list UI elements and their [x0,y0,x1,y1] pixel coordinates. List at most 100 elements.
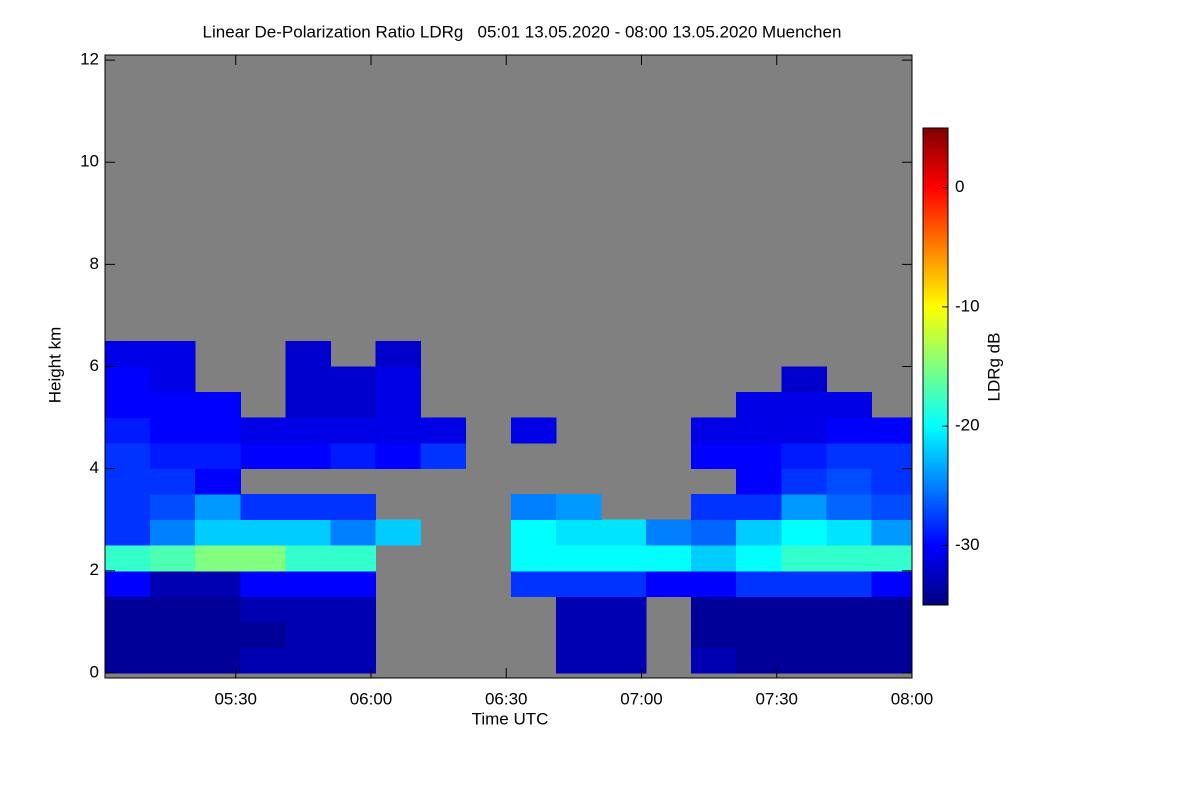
heatmap-cell [105,340,151,367]
heatmap-cell [105,647,151,674]
heatmap-cell [150,519,196,546]
heatmap-cell [105,621,151,648]
x-tick-label: 07:30 [755,689,798,708]
heatmap-cell [150,443,196,470]
heatmap-cell [691,443,737,470]
colorbar-tick-label: 0 [955,177,964,196]
heatmap-cell [330,596,377,623]
heatmap-cell [691,570,737,597]
heatmap-cell [150,545,196,572]
heatmap-cell [510,417,557,444]
heatmap-cell [691,621,737,648]
heatmap-cell [691,494,737,521]
heatmap-cell [600,647,647,674]
heatmap-cell [781,417,827,444]
heatmap-cell [285,596,331,623]
heatmap-cell [555,621,602,648]
heatmap-cell [330,647,377,674]
heatmap-cell [105,366,151,393]
heatmap-cell [555,647,602,674]
heatmap-cell [240,570,286,597]
heatmap-cell [330,621,377,648]
heatmap-cell [330,417,377,444]
heatmap-cell [285,443,331,470]
colorbar-tick-label: -20 [955,416,980,435]
heatmap-cell [781,519,827,546]
heatmap-cell [150,340,196,367]
heatmap-cell [736,621,782,648]
heatmap-cell [781,443,827,470]
y-tick-label: 12 [80,50,99,69]
heatmap-cell [240,519,286,546]
heatmap-cell [736,647,782,674]
heatmap-cell [691,519,737,546]
heatmap-cell [510,494,557,521]
heatmap-cell [195,392,241,419]
heatmap-cell [150,366,196,393]
heatmap-cell [781,366,827,393]
heatmap-cell [555,570,602,597]
heatmap-cell [330,519,377,546]
heatmap-cell [826,443,872,470]
heatmap-cell [150,647,196,674]
heatmap-cell [510,570,557,597]
heatmap-cell [195,596,241,623]
heatmap-cell [150,596,196,623]
heatmap-cell [105,443,151,470]
heatmap-cell [510,519,557,546]
heatmap-cell [871,417,913,444]
heatmap-cell [781,545,827,572]
heatmap-cell [285,545,331,572]
heatmap-cell [285,647,331,674]
heatmap-cell [195,621,241,648]
heatmap-cell [736,468,782,495]
heatmap-cell [105,392,151,419]
heatmap-cell [600,621,647,648]
colorbar [922,127,949,606]
heatmap-cell [420,417,467,444]
heatmap-cell [826,468,872,495]
heatmap-cell [285,494,331,521]
x-tick-label: 06:00 [350,689,393,708]
heatmap-cell [871,519,913,546]
heatmap-cell [105,468,151,495]
heatmap-cell [871,570,913,597]
heatmap-cell [240,545,286,572]
heatmap-cell [826,647,872,674]
heatmap-cell [600,596,647,623]
heatmap-cell [420,443,467,470]
heatmap-cell [736,519,782,546]
x-axis-label: Time UTC [472,709,549,728]
x-tick-label: 07:00 [620,689,663,708]
heatmap-cell [871,545,913,572]
x-tick-label: 06:30 [485,689,528,708]
heatmap-cell [646,545,692,572]
heatmap-cell [285,621,331,648]
heatmap-cell [691,596,737,623]
heatmap-cell [240,494,286,521]
heatmap-cell [105,519,151,546]
heatmap-cell [285,392,331,419]
heatmap-cell [736,596,782,623]
heatmap-cell [195,519,241,546]
heatmap-cell [330,494,377,521]
heatmap-cell [736,494,782,521]
heatmap-cell [240,647,286,674]
heatmap-cell [105,494,151,521]
heatmap-cell [150,570,196,597]
heatmap-cell [781,596,827,623]
heatmap-cell [195,570,241,597]
heatmap-cell [826,570,872,597]
heatmap-cell [150,392,196,419]
colorbar-tick-label: -10 [955,296,980,315]
heatmap-cell [375,340,422,367]
heatmap-cell [826,392,872,419]
heatmap-cell [375,519,422,546]
heatmap-cell [781,392,827,419]
heatmap-cell [195,443,241,470]
heatmap-cell [195,545,241,572]
heatmap-cell [285,519,331,546]
y-tick-label: 8 [90,254,99,273]
heatmap-cell [826,621,872,648]
heatmap-cell [330,545,377,572]
